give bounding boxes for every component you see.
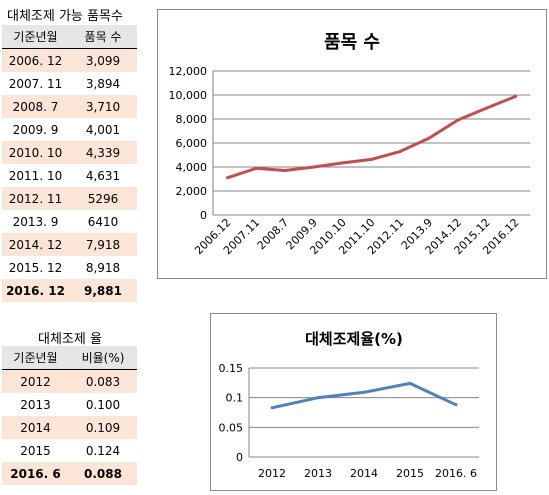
items-table-value-cell: 9,881: [69, 279, 137, 302]
items-table-header-date: 기준년월: [2, 25, 69, 49]
y-tick-label: 2,000: [176, 185, 208, 198]
items-table-row: 2013. 9 6410: [2, 210, 137, 233]
rate-table-date-cell: 2013: [20, 397, 51, 412]
y-tick-label: 10,000: [169, 89, 208, 102]
items-table-date-cell: 2013. 9: [12, 214, 59, 229]
item-count-chart: 품목 수 0 2,000 4,000 6,000 8,000 10,000 12,000 200…: [157, 9, 547, 279]
rate-table-header-date: 기준년월: [2, 346, 69, 370]
rate-table-value-cell: 0.124: [85, 443, 121, 458]
y-tick-label: 0: [200, 209, 207, 222]
items-table-row: 2011. 10 4,631: [2, 164, 137, 187]
rate-table-date-cell: 2015: [20, 443, 51, 458]
y-tick-label: 0.05: [219, 421, 244, 434]
rate-table-date-cell: 2012: [2, 369, 69, 393]
items-table-row: 2006. 12 3,099: [2, 48, 137, 72]
data-point: [312, 165, 316, 169]
items-table-row: 2009. 9 4,001: [2, 118, 137, 141]
substitution-rate-chart: 대체조제율(%) 0 0.05 0.1 0.15 2012 2013 2014 2015 2016…: [210, 313, 497, 491]
chart-title: 대체조제율(%): [305, 330, 403, 348]
items-table-value-cell: 3,099: [69, 48, 137, 72]
data-point: [456, 118, 460, 122]
x-tick-label: 2008.7: [255, 216, 291, 252]
items-table-value-cell: 5296: [69, 187, 137, 210]
data-point: [370, 157, 373, 161]
items-table-value-cell: 8,918: [85, 260, 121, 275]
x-tick-label: 2014: [350, 467, 378, 480]
y-tick-label: 12,000: [169, 65, 208, 78]
rate-table-row: 2015 0.124: [2, 439, 137, 462]
data-point: [254, 166, 258, 170]
rate-table-value-cell: 0.083: [69, 369, 137, 393]
items-table-date-cell: 2007. 11: [8, 76, 63, 91]
data-point: [514, 94, 518, 98]
data-point: [270, 406, 274, 410]
items-table-row: 2010. 10 4,339: [2, 141, 137, 164]
items-table-value-cell: 4,339: [69, 141, 137, 164]
items-table-value-cell: 3,710: [69, 95, 137, 118]
item-count-chart-svg: 품목 수 0 2,000 4,000 6,000 8,000 10,000 12,000 200…: [169, 32, 530, 257]
chart-title: 품목 수: [324, 32, 380, 53]
rate-table-date-cell: 2014: [2, 416, 69, 439]
data-point: [454, 403, 458, 407]
data-point: [408, 381, 412, 385]
items-table-date-cell: 2008. 7: [2, 95, 69, 118]
series-line: [271, 381, 457, 410]
rate-table-date-cell: 2016. 6: [2, 462, 69, 485]
items-table-value-cell: 6410: [87, 214, 119, 229]
rate-table: 기준년월 비율(%) 2012 0.083 2013 0.100 2014 0.109 20…: [2, 346, 137, 485]
items-table-value-cell: 4,001: [85, 122, 121, 137]
substitution-rate-chart-svg: 대체조제율(%) 0 0.05 0.1 0.15 2012 2013 2014 2015 2016…: [219, 330, 479, 480]
data-point: [283, 168, 287, 172]
y-tick-label: 8,000: [176, 113, 208, 126]
items-table-date-cell: 2012. 11: [2, 187, 69, 210]
items-table-date-cell: 2006. 12: [2, 48, 69, 72]
y-tick-label: 6,000: [176, 137, 208, 150]
items-table-row: 2007. 11 3,894: [2, 72, 137, 95]
items-table-row: 2012. 11 5296: [2, 187, 137, 210]
items-table-row: 2015. 12 8,918: [2, 256, 137, 279]
items-table-date-cell: 2011. 10: [8, 168, 63, 183]
items-table-value-cell: 7,918: [69, 233, 137, 256]
items-table-date-cell: 2009. 9: [12, 122, 59, 137]
data-point: [341, 161, 345, 165]
rate-table-row: 2014 0.109: [2, 416, 137, 439]
x-tick-label: 2015: [396, 467, 424, 480]
items-table-value-cell: 3,894: [85, 76, 121, 91]
data-point: [225, 176, 229, 180]
x-tick-label: 2012: [258, 467, 286, 480]
items-table-row: 2016. 12 9,881: [2, 279, 137, 302]
data-point: [485, 106, 489, 110]
data-point: [316, 396, 320, 400]
rate-table-row: 2012 0.083: [2, 369, 137, 393]
table1-title: 대체조제 가능 품목수: [7, 9, 123, 24]
items-table-date-cell: 2010. 10: [2, 141, 69, 164]
items-table-row: 2008. 7 3,710: [2, 95, 137, 118]
items-table: 기준년월 품목 수 2006. 12 3,099 2007. 11 3,894 2008…: [2, 25, 137, 302]
rate-table-value-cell: 0.100: [85, 397, 121, 412]
series-line: [226, 95, 517, 180]
y-tick-label: 0.15: [219, 362, 244, 375]
y-tick-label: 0.1: [226, 392, 244, 405]
items-table-value-cell: 4,631: [85, 168, 121, 183]
data-point: [362, 390, 366, 394]
x-tick-label: 2013: [304, 467, 332, 480]
data-point: [398, 149, 402, 153]
x-tick-label: 2016. 6: [435, 467, 477, 480]
rate-table-row: 2013 0.100: [2, 393, 137, 416]
y-tick-label: 4,000: [176, 161, 208, 174]
items-table-date-cell: 2016. 12: [2, 279, 69, 302]
items-table-date-cell: 2014. 12: [2, 233, 69, 256]
rate-table-value-cell: 0.109: [69, 416, 137, 439]
rate-table-value-cell: 0.088: [69, 462, 137, 485]
table2-title: 대체조제 율: [38, 332, 102, 347]
items-table-date-cell: 2015. 12: [8, 260, 63, 275]
y-tick-label: 0: [236, 451, 243, 464]
items-table-header-count: 품목 수: [69, 25, 137, 49]
items-table-row: 2014. 12 7,918: [2, 233, 137, 256]
rate-table-row: 2016. 6 0.088: [2, 462, 137, 485]
data-point: [427, 136, 431, 140]
rate-table-header-rate: 비율(%): [69, 346, 137, 370]
